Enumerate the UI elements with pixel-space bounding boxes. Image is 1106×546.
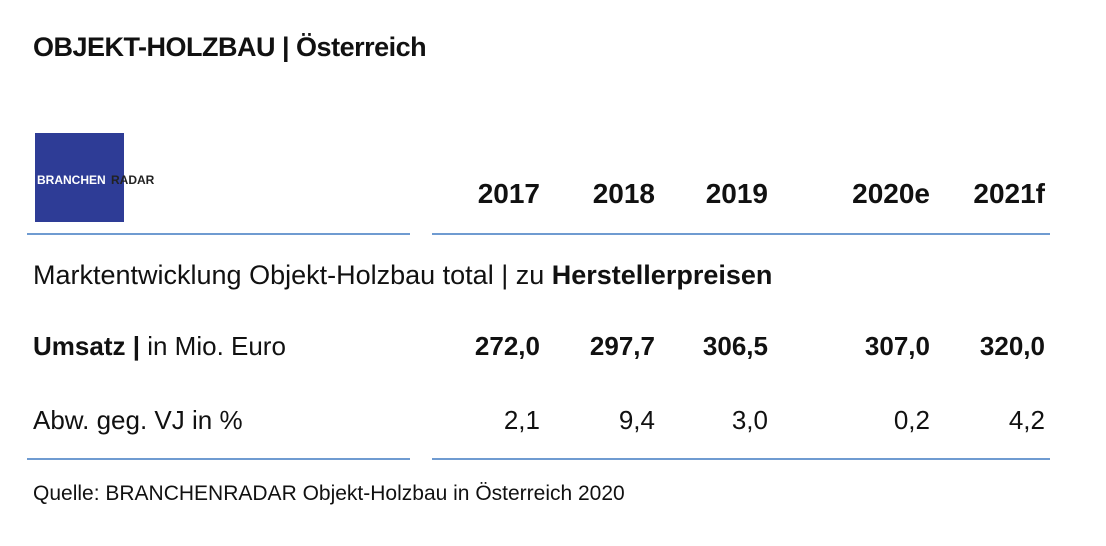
divider xyxy=(27,458,410,460)
divider xyxy=(27,233,410,235)
section-heading: Marktentwicklung Objekt-Holzbau total | … xyxy=(33,260,772,291)
column-header: 2020e xyxy=(852,178,930,209)
cell: 272,0 xyxy=(474,331,540,361)
divider xyxy=(432,233,1050,235)
cell: 297,7 xyxy=(589,331,655,361)
cell: 307,0 xyxy=(864,331,930,361)
title: OBJEKT-HOLZBAU | Österreich xyxy=(33,32,427,62)
source: Quelle: BRANCHENRADAR Objekt-Holzbau in … xyxy=(33,482,625,505)
column-header: 2021f xyxy=(973,178,1045,209)
column-header: 2018 xyxy=(592,178,655,209)
row-label-bold: Umsatz | xyxy=(33,331,140,361)
section-bold: Herstellerpreisen xyxy=(551,260,773,290)
column-header: 2019 xyxy=(705,178,768,209)
logo-part1: BRANCHEN xyxy=(37,173,106,187)
logo-part2: RADAR xyxy=(111,173,155,187)
row-label: Umsatz | in Mio. Euro xyxy=(33,331,286,362)
section-text: Marktentwicklung Objekt-Holzbau total | … xyxy=(33,260,552,290)
cell: 320,0 xyxy=(979,331,1045,361)
row-label-text: in Mio. Euro xyxy=(139,331,286,361)
cell: 3,0 xyxy=(731,405,768,435)
cell: 2,1 xyxy=(503,405,540,435)
cell: 0,2 xyxy=(893,405,930,435)
cell: 9,4 xyxy=(618,405,655,435)
cell: 4,2 xyxy=(1008,405,1045,435)
logo: BRANCHEN RADAR xyxy=(35,133,154,222)
column-header: 2017 xyxy=(477,178,540,209)
divider xyxy=(432,458,1050,460)
row-label: Abw. geg. VJ in % xyxy=(33,405,243,435)
cell: 306,5 xyxy=(702,331,768,361)
